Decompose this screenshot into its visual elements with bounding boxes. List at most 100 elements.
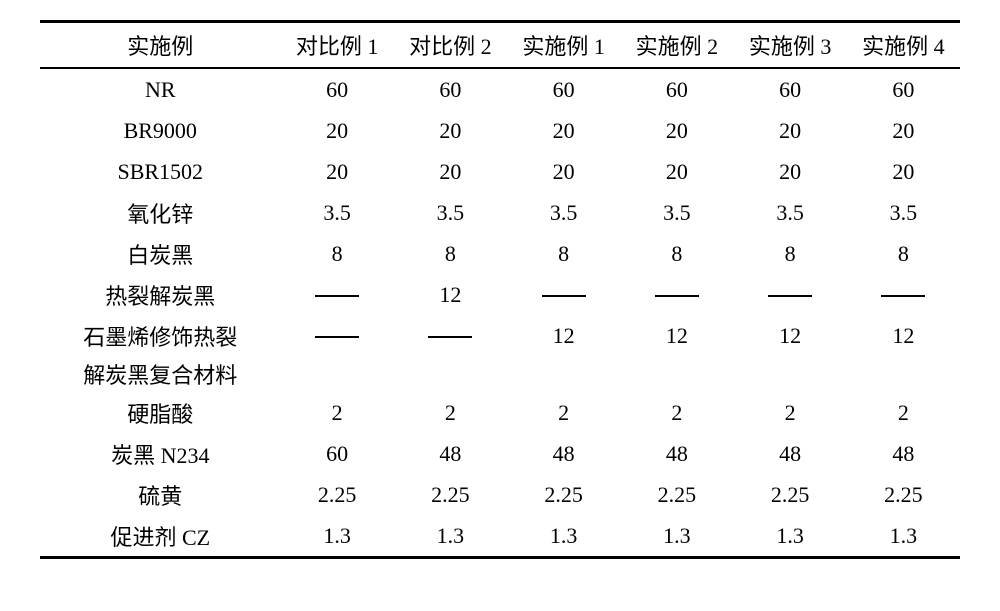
table-row: 氧化锌3.53.53.53.53.53.5 [40, 192, 960, 233]
cell-c6: 48 [847, 433, 960, 474]
table-row: BR9000202020202020 [40, 110, 960, 151]
cell-c6: 2 [847, 392, 960, 433]
table-row: 硫黄2.252.252.252.252.252.25 [40, 474, 960, 515]
cell-c3: 2 [507, 392, 620, 433]
cell-c3: 2.25 [507, 474, 620, 515]
col-header-label: 实施例 [40, 22, 281, 69]
table-row: 石墨烯修饰热裂12121212 [40, 315, 960, 356]
row-label: 促进剂 CZ [40, 515, 281, 558]
cell-c6: 2.25 [847, 474, 960, 515]
cell-c4: 2.25 [620, 474, 733, 515]
cell-c6 [847, 274, 960, 315]
row-label: 炭黑 N234 [40, 433, 281, 474]
cell-c5: 2 [733, 392, 846, 433]
cell-c3: 3.5 [507, 192, 620, 233]
table-row: 解炭黑复合材料 [40, 356, 960, 392]
dash-icon [428, 336, 472, 338]
cell-c2: 3.5 [394, 192, 507, 233]
cell-c2 [394, 315, 507, 356]
cell-c3: 1.3 [507, 515, 620, 558]
cell-c3: 20 [507, 151, 620, 192]
cell-empty [394, 356, 507, 392]
table-body: NR606060606060BR9000202020202020SBR15022… [40, 68, 960, 558]
col-header-c1: 对比例 1 [281, 22, 394, 69]
cell-c5: 8 [733, 233, 846, 274]
row-label: NR [40, 68, 281, 110]
cell-c4 [620, 274, 733, 315]
cell-c1: 20 [281, 110, 394, 151]
row-label-continued: 解炭黑复合材料 [40, 356, 281, 392]
table-row: 白炭黑888888 [40, 233, 960, 274]
cell-empty [620, 356, 733, 392]
cell-c1: 60 [281, 68, 394, 110]
cell-c3 [507, 274, 620, 315]
table-header-row: 实施例 对比例 1 对比例 2 实施例 1 实施例 2 实施例 3 实施例 4 [40, 22, 960, 69]
dash-icon [315, 336, 359, 338]
cell-c5 [733, 274, 846, 315]
page: 实施例 对比例 1 对比例 2 实施例 1 实施例 2 实施例 3 实施例 4 … [0, 0, 1000, 611]
cell-c1: 3.5 [281, 192, 394, 233]
cell-c3: 8 [507, 233, 620, 274]
cell-c6: 1.3 [847, 515, 960, 558]
cell-c2: 8 [394, 233, 507, 274]
row-label: SBR1502 [40, 151, 281, 192]
cell-c6: 12 [847, 315, 960, 356]
cell-c6: 20 [847, 151, 960, 192]
cell-c2: 48 [394, 433, 507, 474]
cell-c2: 20 [394, 151, 507, 192]
cell-c2: 2 [394, 392, 507, 433]
cell-c6: 60 [847, 68, 960, 110]
row-label: BR9000 [40, 110, 281, 151]
col-header-c5: 实施例 3 [733, 22, 846, 69]
cell-empty [847, 356, 960, 392]
cell-c3: 12 [507, 315, 620, 356]
dash-icon [655, 295, 699, 297]
row-label: 硫黄 [40, 474, 281, 515]
cell-c4: 3.5 [620, 192, 733, 233]
cell-c2: 12 [394, 274, 507, 315]
cell-c5: 60 [733, 68, 846, 110]
cell-c4: 60 [620, 68, 733, 110]
col-header-c3: 实施例 1 [507, 22, 620, 69]
row-label: 白炭黑 [40, 233, 281, 274]
cell-c6: 3.5 [847, 192, 960, 233]
cell-c5: 12 [733, 315, 846, 356]
cell-empty [281, 356, 394, 392]
cell-empty [507, 356, 620, 392]
cell-empty [733, 356, 846, 392]
table-row: 炭黑 N234604848484848 [40, 433, 960, 474]
row-label: 石墨烯修饰热裂 [40, 315, 281, 356]
row-label: 氧化锌 [40, 192, 281, 233]
col-header-c6: 实施例 4 [847, 22, 960, 69]
cell-c6: 8 [847, 233, 960, 274]
cell-c5: 2.25 [733, 474, 846, 515]
cell-c5: 48 [733, 433, 846, 474]
cell-c4: 20 [620, 151, 733, 192]
cell-c3: 48 [507, 433, 620, 474]
cell-c2: 20 [394, 110, 507, 151]
cell-c4: 2 [620, 392, 733, 433]
cell-c2: 60 [394, 68, 507, 110]
cell-c5: 1.3 [733, 515, 846, 558]
dash-icon [542, 295, 586, 297]
cell-c1: 2 [281, 392, 394, 433]
cell-c6: 20 [847, 110, 960, 151]
table-row: 促进剂 CZ1.31.31.31.31.31.3 [40, 515, 960, 558]
cell-c4: 20 [620, 110, 733, 151]
cell-c1: 8 [281, 233, 394, 274]
row-label: 硬脂酸 [40, 392, 281, 433]
table-row: SBR1502202020202020 [40, 151, 960, 192]
cell-c5: 3.5 [733, 192, 846, 233]
cell-c1: 2.25 [281, 474, 394, 515]
cell-c1: 20 [281, 151, 394, 192]
table-row: NR606060606060 [40, 68, 960, 110]
cell-c2: 1.3 [394, 515, 507, 558]
cell-c4: 1.3 [620, 515, 733, 558]
dash-icon [768, 295, 812, 297]
cell-c1 [281, 274, 394, 315]
cell-c2: 2.25 [394, 474, 507, 515]
cell-c1: 60 [281, 433, 394, 474]
cell-c1 [281, 315, 394, 356]
cell-c4: 8 [620, 233, 733, 274]
cell-c5: 20 [733, 151, 846, 192]
